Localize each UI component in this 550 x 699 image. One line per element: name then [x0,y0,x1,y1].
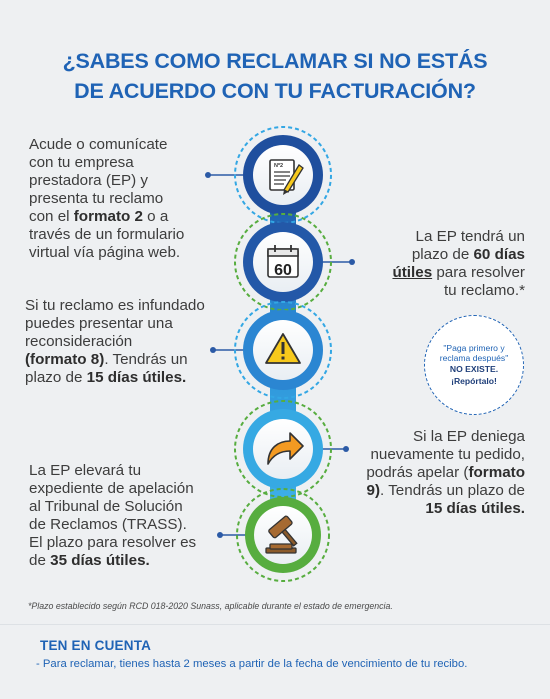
badge-quote: "Paga primero y reclama después" [439,343,509,363]
title-line-1: ¿SABES COMO RECLAMAR SI NO ESTÁS [62,49,488,73]
badge-reportalo: ¡Repórtalo! [451,376,497,386]
calendar-number-label: 60 [274,262,292,279]
timeline-graphic: Nº2 60 [205,126,355,582]
ten-en-cuenta-note: - Para reclamar, tienes hasta 2 meses a … [36,658,468,670]
calendar-icon: 60 [267,245,299,279]
step-4-text: Si la EP deniega nuevamente tu pedido, p… [366,428,525,517]
footnote: *Plazo establecido según RCD 018-2020 Su… [28,601,393,611]
step-2-text: La EP tendrá un plazo de 60 días útiles … [392,228,525,299]
forward-arrow-icon [267,432,304,465]
title-line-2: DE ACUERDO CON TU FACTURACIÓN? [74,79,476,103]
step-5-text: La EP elevará tu expediente de apelación… [29,462,197,569]
step-5-circle [236,488,330,582]
ten-en-cuenta-heading: TEN EN CUENTA [40,638,152,653]
ten-en-cuenta-section: TEN EN CUENTA - Para reclamar, tienes ha… [0,624,550,699]
report-badge: "Paga primero y reclama después" NO EXIS… [424,315,524,415]
step-1-text: Acude o comunícate con tu empresa presta… [29,136,185,261]
page-title: ¿SABES COMO RECLAMAR SI NO ESTÁS DE ACUE… [0,46,550,106]
badge-no-existe: NO EXISTE. [449,364,499,374]
gavel-icon [265,515,298,554]
form-document-icon: Nº2 [269,159,304,195]
step-3-text: Si tu reclamo es infundado puedes presen… [25,297,205,386]
form-number-label: Nº2 [274,163,283,169]
warning-icon [265,333,301,364]
connector-dots [205,172,355,538]
